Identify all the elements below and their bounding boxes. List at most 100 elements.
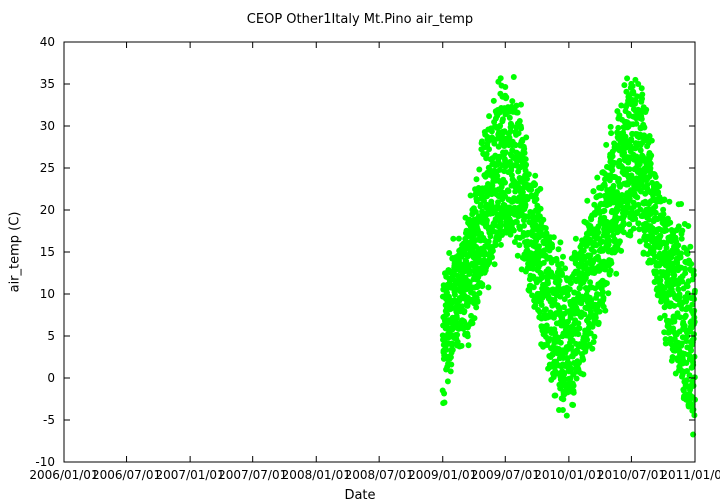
data-point [691,307,698,314]
data-point [561,304,567,311]
data-point [663,244,670,251]
data-point [682,270,689,277]
data-point [512,142,519,149]
data-point [557,239,564,246]
data-point [530,284,537,291]
data-point [495,199,501,206]
data-point [521,222,527,229]
data-point [442,347,449,353]
data-point [464,302,471,309]
data-point [633,120,640,127]
data-point [641,124,648,131]
data-point [682,265,688,272]
data-point [523,161,530,168]
data-point [611,236,618,243]
data-point [581,256,588,263]
data-point [609,153,616,160]
data-point [441,390,448,397]
data-point [657,277,664,284]
y-tick-label: 0 [47,371,55,385]
data-point [629,83,636,90]
data-point [545,280,551,287]
data-point [568,365,575,372]
data-point [605,290,612,297]
data-point [539,272,545,279]
data-point [524,175,530,182]
data-point [547,336,554,342]
data-point [627,143,634,150]
data-point [587,330,594,337]
data-point [643,106,650,113]
data-point [662,340,669,347]
data-point [618,102,625,109]
data-point [602,307,609,314]
data-point [447,368,454,375]
x-tick-label: 2011/01/01 [660,468,720,482]
data-point [644,181,651,188]
data-point [576,325,583,332]
data-point [688,261,695,267]
data-point [623,88,630,95]
data-point [608,260,615,267]
x-tick-label: 2008/01/01 [282,468,351,482]
data-point [630,225,637,232]
data-point [521,150,528,156]
data-point [661,196,668,203]
data-point [532,181,539,188]
data-point [570,382,577,389]
data-point [488,128,495,135]
data-point [689,401,696,408]
x-tick-label: 2008/07/01 [345,468,414,482]
data-point [603,218,610,225]
y-tick-label: 40 [40,35,55,49]
data-point [526,287,533,294]
data-point [601,207,608,214]
data-point [537,185,544,192]
data-point [618,247,625,254]
data-point [525,171,532,178]
data-point [616,112,623,119]
data-point [591,248,598,255]
data-point [639,91,646,98]
data-point [684,283,691,290]
data-point [566,286,573,293]
data-point [498,183,505,190]
data-point [490,97,497,104]
data-point [580,247,587,254]
data-point [601,182,608,189]
data-point [550,234,557,241]
data-point [646,133,653,139]
data-point [648,137,655,144]
data-point [652,174,659,180]
data-point [647,160,654,167]
data-point [648,210,655,217]
data-point [615,176,622,182]
data-point [469,320,476,327]
data-point [476,166,483,173]
data-point [637,238,643,245]
data-point [594,174,601,181]
data-point [559,272,565,278]
data-point [626,156,633,162]
data-point [563,412,570,419]
data-point [497,75,504,82]
data-point [574,348,581,355]
data-point [492,242,499,249]
data-point [675,223,682,230]
data-point [471,315,478,322]
data-point [513,219,520,225]
x-tick-label: 2010/07/01 [597,468,666,482]
data-point [542,306,549,313]
data-point [637,147,644,154]
data-point [606,237,613,244]
data-point [540,216,547,223]
data-point [483,151,490,157]
data-point [609,167,616,174]
x-tick-label: 2010/01/01 [534,468,603,482]
data-point [637,206,644,213]
data-point [497,122,504,129]
data-point [620,229,627,236]
data-point [603,141,610,148]
data-point [510,74,517,80]
